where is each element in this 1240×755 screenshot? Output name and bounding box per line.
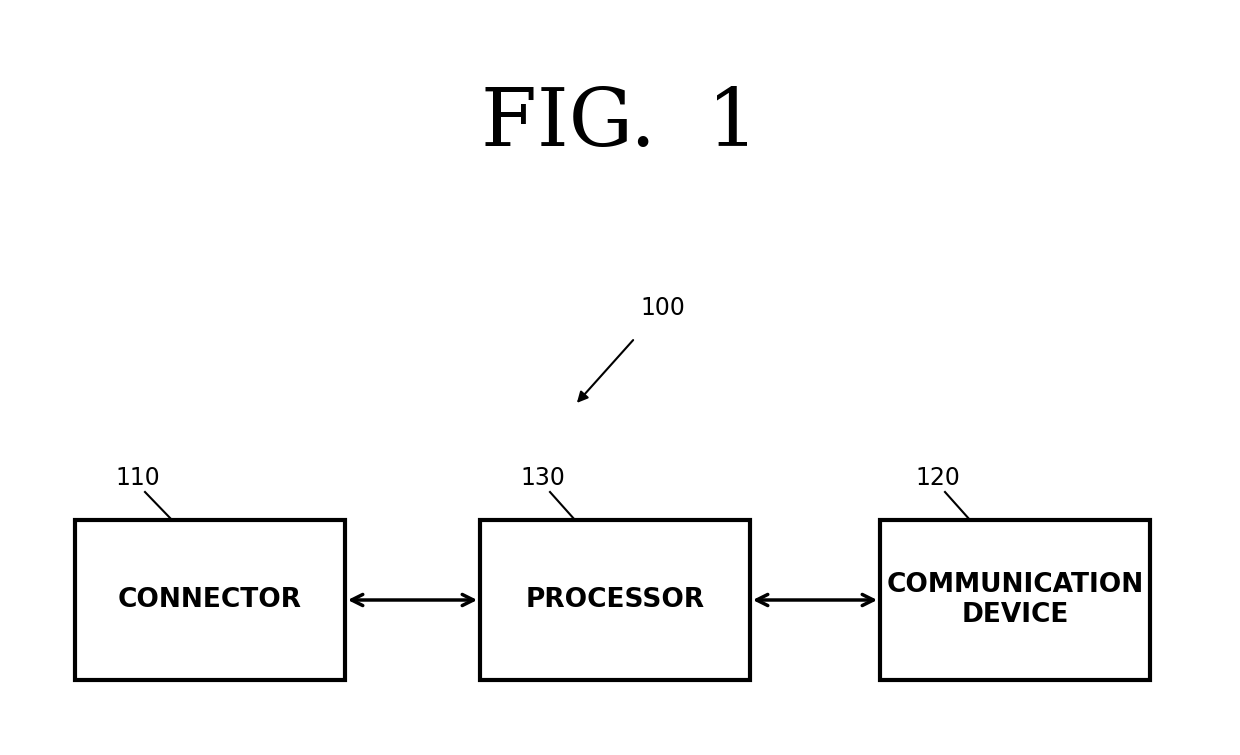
Text: 110: 110: [115, 466, 160, 490]
Bar: [880, 520, 1149, 680]
Text: 100: 100: [640, 296, 684, 320]
Text: FIG.  1: FIG. 1: [481, 85, 759, 163]
Text: COMMUNICATION
DEVICE: COMMUNICATION DEVICE: [887, 572, 1143, 628]
Text: CONNECTOR: CONNECTOR: [118, 587, 303, 613]
Bar: [480, 520, 750, 680]
Text: 130: 130: [520, 466, 565, 490]
Text: 120: 120: [915, 466, 960, 490]
Text: PROCESSOR: PROCESSOR: [526, 587, 704, 613]
Bar: [74, 520, 345, 680]
